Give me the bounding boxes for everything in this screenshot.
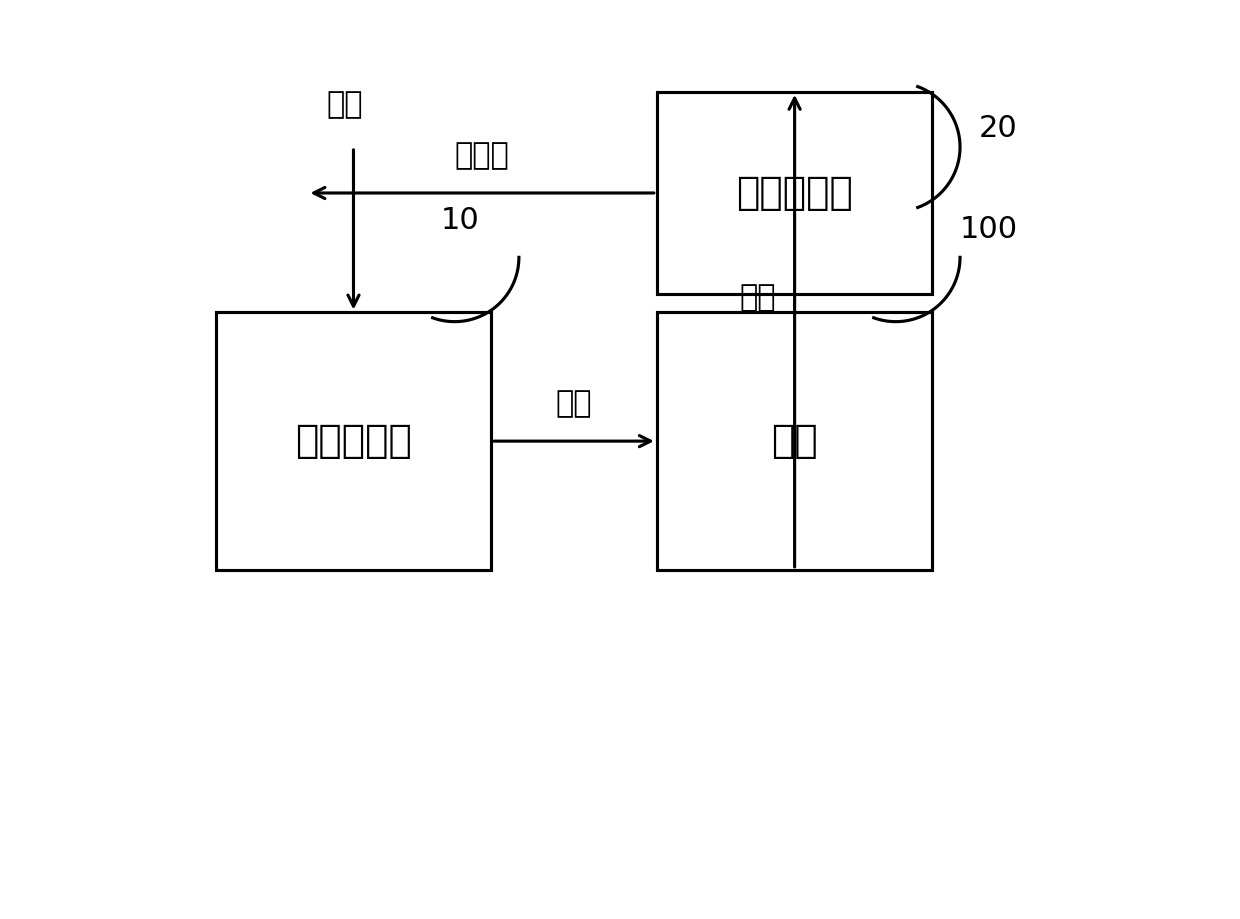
Text: 100: 100 — [960, 215, 1018, 244]
Text: 动能: 动能 — [326, 90, 362, 119]
Text: 能量转换器: 能量转换器 — [295, 422, 412, 460]
Text: 温度值: 温度值 — [455, 141, 510, 170]
Text: 温度: 温度 — [740, 283, 776, 312]
FancyBboxPatch shape — [657, 92, 932, 294]
Text: 温度感应器: 温度感应器 — [737, 174, 853, 212]
Text: 10: 10 — [440, 206, 480, 235]
FancyBboxPatch shape — [657, 312, 932, 570]
Text: 热能: 热能 — [556, 389, 593, 418]
Text: 光缆: 光缆 — [771, 422, 818, 460]
Text: 20: 20 — [978, 114, 1017, 143]
FancyBboxPatch shape — [216, 312, 491, 570]
